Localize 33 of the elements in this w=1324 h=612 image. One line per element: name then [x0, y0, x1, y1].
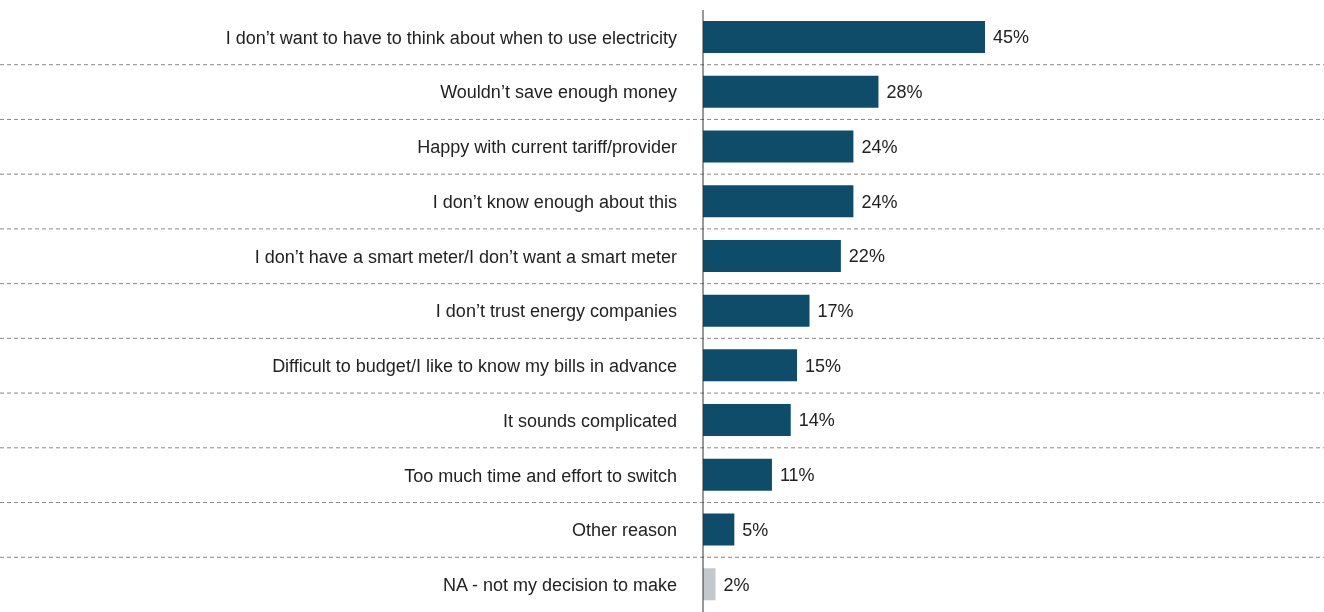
- data-label: 45%: [993, 27, 1030, 48]
- bar: [703, 568, 716, 601]
- data-label: 15%: [805, 355, 842, 376]
- data-label: 11%: [779, 465, 815, 486]
- bar: [703, 404, 791, 437]
- data-label: 24%: [861, 191, 898, 212]
- y-tick-label: I don’t have a smart meter/I don’t want a smart meter: [254, 246, 677, 267]
- y-tick-label: NA - not my decision to make: [442, 575, 677, 596]
- bar: [703, 458, 772, 491]
- bar: [703, 239, 841, 272]
- data-label: 2%: [723, 574, 750, 595]
- y-tick-label: Other reason: [571, 520, 677, 541]
- bar: [703, 75, 879, 108]
- y-tick-label: I don’t trust energy companies: [435, 301, 677, 322]
- y-tick-label: It sounds complicated: [502, 410, 677, 431]
- y-tick-label: I don’t know enough about this: [432, 191, 677, 212]
- bar: [703, 294, 810, 327]
- y-tick-label: Too much time and effort to switch: [404, 465, 677, 486]
- data-label: 17%: [817, 301, 854, 322]
- data-label: 5%: [742, 519, 769, 540]
- y-tick-label: I don’t want to have to think about when to use electricity: [225, 27, 677, 48]
- data-label: 24%: [861, 136, 898, 157]
- y-tick-label: Happy with current tariff/provider: [417, 137, 677, 158]
- data-label: 14%: [798, 410, 835, 431]
- bar: [703, 513, 735, 546]
- bar: [703, 130, 854, 163]
- bar: [703, 21, 985, 53]
- bar: [703, 349, 797, 382]
- bar: [703, 185, 854, 218]
- data-label: 22%: [848, 246, 885, 267]
- y-tick-label: Wouldn’t save enough money: [440, 82, 677, 103]
- data-label: 28%: [886, 82, 923, 103]
- y-tick-label: Difficult to budget/I like to know my bills in advance: [272, 356, 677, 377]
